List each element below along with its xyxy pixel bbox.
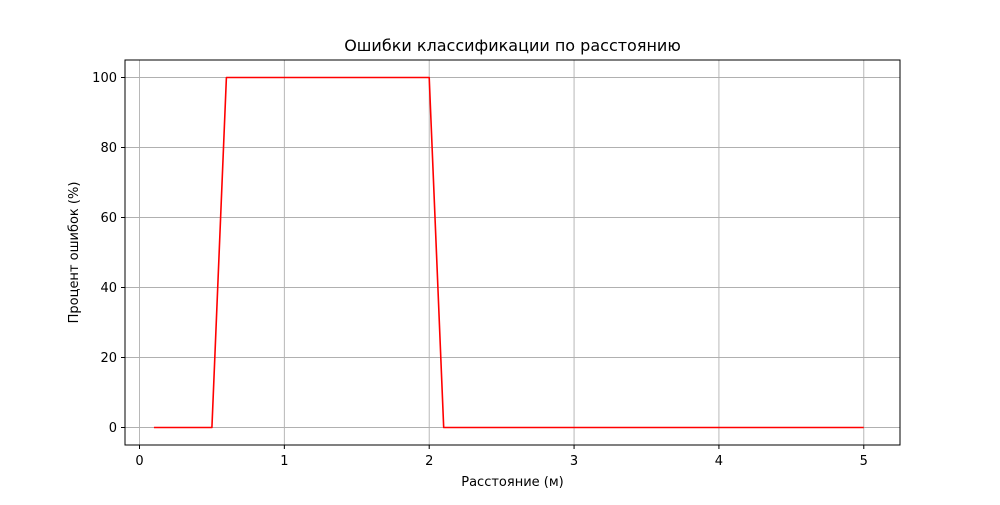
y-tick-label: 20 xyxy=(100,351,117,366)
y-tick-label: 0 xyxy=(109,421,117,436)
x-axis-ticks: 0 1 2 3 4 5 xyxy=(135,445,868,469)
series-line xyxy=(153,76,864,429)
x-tick-label: 5 xyxy=(860,454,868,469)
plot-area-frame xyxy=(124,59,901,446)
y-tick-label: 40 xyxy=(100,281,117,296)
x-tick-label: 4 xyxy=(715,454,723,469)
x-tick-label: 0 xyxy=(135,454,143,469)
y-tick-label: 60 xyxy=(100,211,117,226)
data-series xyxy=(153,76,864,429)
y-tick-label: 80 xyxy=(100,141,117,156)
x-axis-label: Расстояние (м) xyxy=(461,475,563,490)
x-tick-label: 3 xyxy=(570,454,578,469)
x-tick-label: 1 xyxy=(280,454,288,469)
x-tick-label: 2 xyxy=(425,454,433,469)
y-tick-label: 100 xyxy=(92,71,117,86)
y-axis-ticks: 0 20 40 60 80 100 xyxy=(92,71,125,436)
chart-title: Ошибки классификации по расстоянию xyxy=(344,36,681,55)
y-axis-label: Процент ошибок (%) xyxy=(67,182,82,324)
